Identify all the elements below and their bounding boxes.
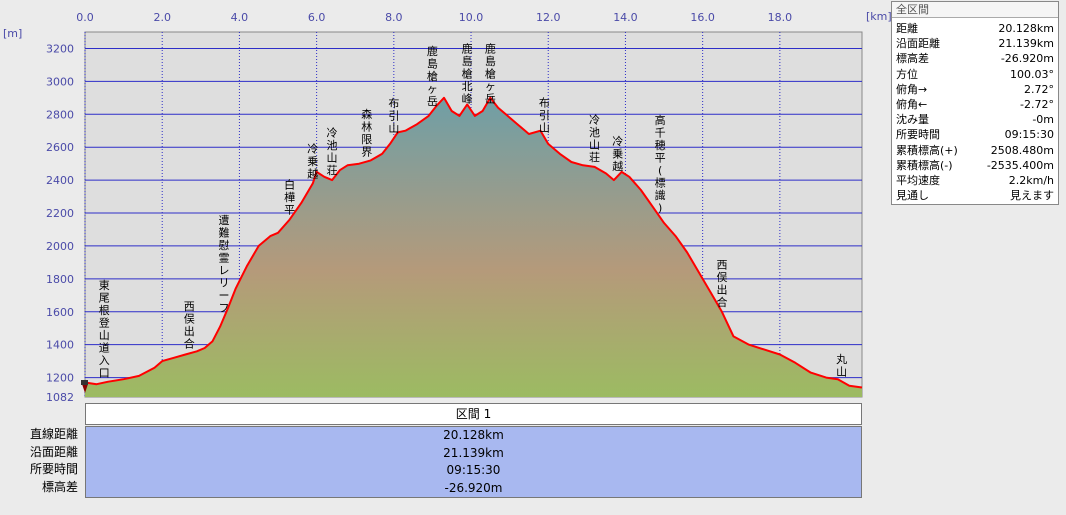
info-row-value: 20.128km [998,22,1054,35]
section-label-column: 直線距離沿面距離所要時間標高差 [0,426,78,496]
section-header: 区間 1 [85,403,862,425]
waypoint-label: 冷池山荘 [327,127,338,178]
y-tick-label: 1600 [46,306,74,319]
info-row-label: 平均速度 [896,173,940,187]
info-row: 見通し 見えます [892,188,1058,203]
section-value: 21.139km [443,445,504,460]
x-tick-label: 10.0 [459,11,484,24]
section-value: 20.128km [443,428,504,442]
info-row-label: 俯角← [896,97,928,111]
info-row-value: 21.139km [998,37,1054,51]
y-tick-label: 2600 [46,141,74,154]
waypoint-label: 鹿島槍北峰 [462,42,473,106]
waypoint-label: 東尾根登山道入口 [99,279,110,380]
section-label: 標高差 [41,479,78,494]
waypoint-label: 遭難慰霊レリーフ [218,213,229,315]
info-row: 累積標高(-) -2535.400m [892,158,1058,173]
info-row: 方位 100.03° [892,67,1058,82]
waypoint-label: 冷乗越 [307,142,318,180]
section-label: 所要時間 [29,462,78,476]
info-row-label: 見通し [896,189,929,203]
section-label: 直線距離 [29,427,78,441]
section-value: -26.920m [444,480,503,495]
y-axis-min-label: 1082 [46,391,74,404]
info-panel: 全区間 距離 20.128km 沿面距離 21.139km 標高差 -26.920m 方位 1… [891,1,1059,206]
info-row-label: 標高差 [896,52,929,66]
waypoint-label: 鹿島槍ヶ岳 [485,42,496,106]
waypoint-label: 布引山 [388,97,399,135]
info-row-value: -26.920m [1000,52,1054,66]
info-row: 俯角← -2.72° [892,97,1058,112]
y-tick-label: 2400 [46,174,74,187]
info-row: 沿面距離 21.139km [892,36,1058,51]
x-tick-label: 8.0 [385,11,403,24]
info-row-label: 方位 [896,67,918,81]
waypoint-label: 高千穂平(標識) [655,113,666,215]
y-axis-unit: [m] [3,27,22,40]
info-row-value: -0m [1032,113,1054,127]
info-row-label: 累積標高(-) [896,158,953,172]
y-tick-label: 2000 [46,240,74,253]
info-panel-rows: 距離 20.128km 沿面距離 21.139km 標高差 -26.920m 方位 100.0… [892,18,1058,204]
waypoint-label: 布引山 [539,96,550,134]
section-value: 09:15:30 [446,463,501,477]
info-row-label: 沿面距離 [896,37,940,51]
y-axis-ticks: 1200 1400 1600 1800 2000 2200 2400 2600 2800 3000… [46,42,74,384]
section-label: 沿面距離 [29,444,78,459]
elevation-line [84,96,863,389]
x-tick-label: 6.0 [308,11,326,24]
waypoint-label: 鹿島槍ヶ岳 [427,44,438,108]
info-row-label: 沈み量 [896,113,929,127]
info-row-value: 見えます [1010,189,1054,203]
info-row-value: 2.2km/h [1008,173,1054,187]
x-tick-label: 18.0 [768,11,793,24]
start-marker-icon [81,380,88,393]
x-axis-ticks: 0.0 2.0 4.0 6.0 8.0 10.0 12.0 14.0 16.0 18.0 [76,11,792,24]
waypoint-label: 森林限界 [361,107,372,159]
info-row: 俯角→ 2.72° [892,82,1058,97]
x-tick-label: 16.0 [690,11,715,24]
y-tick-label: 3200 [46,42,74,55]
x-tick-label: 2.0 [153,11,171,24]
y-tick-label: 1400 [46,339,74,352]
info-row: 距離 20.128km [892,21,1058,36]
waypoint-label: 丸山 [836,353,847,379]
waypoint-label: 冷乗越 [612,135,623,173]
info-row-label: 累積標高(+) [896,143,958,157]
info-row: 所要時間 09:15:30 [892,127,1058,142]
info-row-value: -2535.400m [986,158,1054,172]
info-panel-title: 全区間 [892,2,1058,18]
info-row-value: -2.72° [1020,97,1054,111]
waypoint-label: 白樺平 [284,178,295,217]
info-row-label: 俯角→ [896,82,928,96]
y-tick-label: 2800 [46,108,74,121]
info-row: 標高差 -26.920m [892,51,1058,66]
waypoint-label: 冷池山荘 [589,113,600,164]
info-row: 累積標高(+) 2508.480m [892,143,1058,158]
section-value-column: 20.128km 21.139km 09:15:30 -26.920m [85,426,862,498]
waypoint-label: 西俣出合 [716,258,727,309]
info-row-value: 09:15:30 [1004,128,1054,142]
x-tick-label: 0.0 [76,11,94,24]
info-row-value: 2.72° [1024,82,1054,96]
x-axis-unit: [km] [866,10,892,23]
elevation-area-fill [85,97,862,398]
y-tick-label: 2200 [46,207,74,220]
info-row: 沈み量 -0m [892,112,1058,127]
info-row-value: 2508.480m [990,143,1054,157]
x-tick-label: 14.0 [613,11,638,24]
x-tick-label: 4.0 [231,11,249,24]
waypoint-annotations: 東尾根登山道入口西俣出合遭難慰霊レリーフ白樺平冷乗越冷池山荘森林限界布引山鹿島槍… [99,42,847,380]
x-tick-label: 12.0 [536,11,561,24]
info-row-label: 距離 [896,22,918,35]
waypoint-label: 西俣出合 [184,300,195,351]
info-row: 平均速度 2.2km/h [892,173,1058,188]
y-tick-label: 1200 [46,372,74,385]
info-row-label: 所要時間 [896,128,940,142]
y-tick-label: 1800 [46,273,74,286]
info-row-value: 100.03° [1010,67,1054,81]
y-tick-label: 3000 [46,75,74,88]
